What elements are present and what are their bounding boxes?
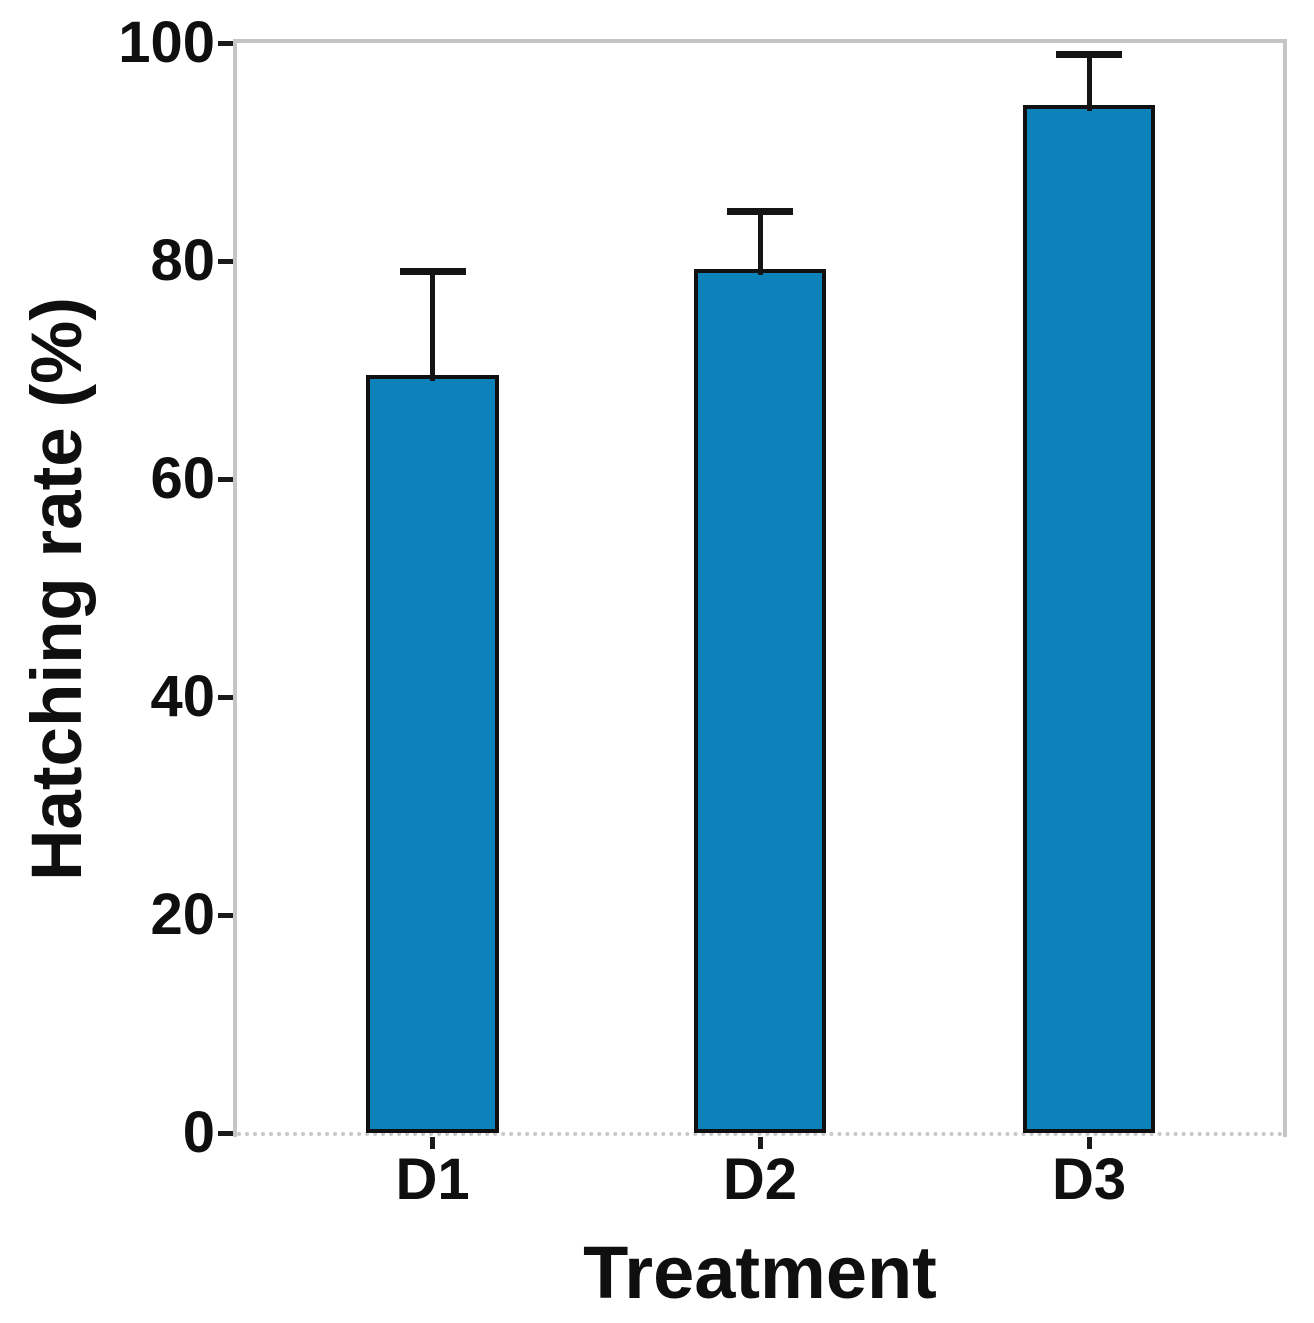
y-tick-mark — [218, 1130, 233, 1136]
top-spine — [233, 39, 1287, 43]
x-tick-label: D1 — [395, 1147, 470, 1212]
x-axis-line — [237, 1132, 1283, 1136]
error-bar-cap-d3 — [1056, 51, 1123, 59]
bar-d2 — [693, 268, 827, 1133]
error-bar-stem-d3 — [1086, 54, 1092, 112]
plot-area: 0 20 40 60 80 100 D1 D2 D3 — [118, 10, 1287, 1211]
y-tick-label: 40 — [150, 664, 215, 729]
bar-d1 — [366, 375, 499, 1133]
error-bar-stem-d2 — [757, 211, 763, 275]
y-axis-line — [233, 39, 237, 1137]
y-axis-title: Hatching rate (%) — [18, 297, 97, 881]
right-spine — [1283, 39, 1287, 1137]
y-tick-mark — [218, 694, 233, 700]
y-tick-label: 0 — [182, 1100, 215, 1165]
y-tick-mark — [218, 476, 233, 482]
bar-d3 — [1022, 105, 1156, 1133]
y-tick-mark — [218, 912, 233, 918]
x-tick-mark — [757, 1137, 763, 1149]
y-tick-label: 20 — [150, 882, 215, 947]
y-tick-mark — [218, 40, 233, 46]
x-tick-label: D2 — [722, 1147, 798, 1212]
x-tick-mark — [1086, 1137, 1092, 1149]
x-tick-mark — [430, 1137, 436, 1149]
y-tick-label: 100 — [118, 10, 215, 75]
y-tick-label: 80 — [150, 228, 215, 293]
error-bar-cap-d1 — [399, 268, 466, 276]
error-bar-cap-d2 — [727, 208, 793, 216]
x-tick-label: D3 — [1051, 1147, 1127, 1212]
y-tick-mark — [218, 258, 233, 264]
x-axis-title: Treatment — [583, 1231, 937, 1314]
error-bar-stem-d1 — [430, 271, 436, 382]
y-tick-label: 60 — [150, 446, 215, 511]
